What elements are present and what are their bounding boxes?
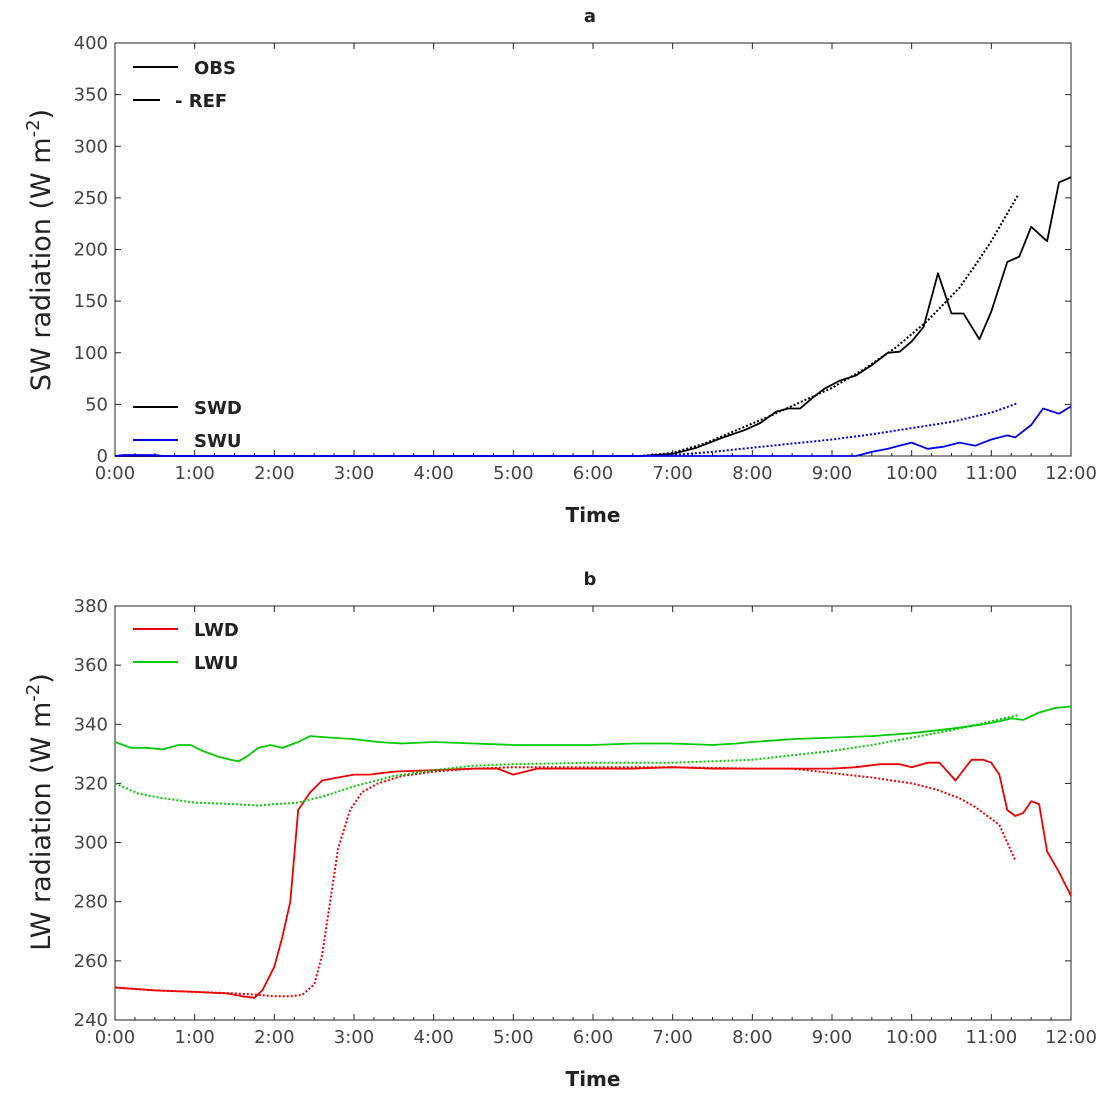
y-tick-label: 380 [74, 596, 108, 617]
x-tick-label: 1:00 [174, 463, 214, 484]
x-tick-label: 8:00 [732, 463, 772, 484]
panel-b-y-axis-label: LW radiation (W m-2) [23, 673, 57, 951]
panel-b-title: b [584, 569, 597, 590]
panel-a-plot-frame [114, 42, 1072, 457]
x-tick-label: 8:00 [732, 1027, 772, 1048]
panel-a-y-label-sup: -2 [23, 119, 44, 137]
x-tick-label: 5:00 [493, 1027, 533, 1048]
panel-a-x-axis-label: Time [566, 503, 621, 527]
legend-ref-label: - REF [175, 91, 227, 112]
panel-a-legend-series: SWD SWU [133, 398, 242, 452]
panel-b-y-label-close: ) [26, 673, 57, 684]
y-tick-label: 360 [74, 655, 108, 676]
x-tick-label: 10:00 [886, 1027, 938, 1048]
y-tick-label: 320 [74, 773, 108, 794]
panel-b-y-ticks: 240 260 280 300 320 340 360 380 [74, 596, 1071, 1031]
x-tick-label: 6:00 [573, 1027, 613, 1048]
x-tick-label: 3:00 [334, 1027, 374, 1048]
panel-b-chart: b 240 260 280 300 320 340 360 380 0:00 1:00 2:00 3… [23, 569, 1097, 1091]
y-tick-label: 250 [74, 188, 108, 209]
x-tick-label: 1:00 [174, 1027, 214, 1048]
x-tick-label: 12:00 [1045, 463, 1097, 484]
series-line-swd-ref [115, 195, 1019, 457]
y-tick-label: 300 [74, 136, 108, 157]
series-line-swu-obs [114, 405, 1072, 457]
series-line-lwu-ref [114, 714, 1018, 807]
y-tick-label: 340 [74, 714, 108, 735]
panel-b-x-axis-label: Time [566, 1067, 621, 1091]
y-tick-label: 200 [74, 240, 108, 261]
series-line-lwd-ref [114, 766, 1017, 998]
series-line-lwd-obs [114, 758, 1072, 999]
panel-a-x-ticks: 0:00 1:00 2:00 3:00 4:00 5:00 6:00 7:00 8:00 9:00… [95, 43, 1097, 484]
x-tick-label: 10:00 [886, 463, 938, 484]
panel-b-y-label-sup: -2 [23, 684, 44, 702]
legend-swu-label: SWU [194, 431, 241, 452]
panel-a-title: a [584, 6, 596, 27]
series-line-swu-ref [115, 402, 1018, 457]
panel-b-x-ticks: 0:00 1:00 2:00 3:00 4:00 5:00 6:00 7:00 8:00 9:00… [95, 606, 1097, 1048]
x-tick-label: 11:00 [965, 463, 1017, 484]
x-tick-label: 9:00 [812, 1027, 852, 1048]
panel-a-y-ticks: 0 50 100 150 200 250 300 350 400 [74, 33, 1071, 467]
y-tick-label: 50 [85, 394, 108, 415]
x-tick-label: 5:00 [493, 463, 533, 484]
x-tick-label: 7:00 [652, 1027, 692, 1048]
series-line-lwu-obs [114, 705, 1072, 763]
x-tick-label: 7:00 [652, 463, 692, 484]
x-tick-label: 2:00 [254, 463, 294, 484]
panel-b-series [114, 705, 1072, 999]
y-tick-label: 280 [74, 892, 108, 913]
x-tick-label: 4:00 [413, 1027, 453, 1048]
y-tick-label: 150 [74, 291, 108, 312]
legend-obs-label: OBS [194, 58, 236, 79]
x-tick-label: 0:00 [95, 463, 135, 484]
legend-lwd-label: LWD [194, 620, 239, 641]
y-tick-label: 0 [97, 446, 108, 467]
panel-b-y-label-main: LW radiation (W m [26, 702, 57, 951]
panel-a-series [114, 176, 1072, 457]
panel-a-chart: a 0 50 100 150 200 250 300 350 400 0:00 1:00 2:00 3… [23, 6, 1097, 527]
x-tick-label: 0:00 [95, 1027, 135, 1048]
y-tick-label: 350 [74, 85, 108, 106]
y-tick-label: 240 [74, 1010, 108, 1031]
panel-a-y-label-main: SW radiation (W m [26, 137, 57, 391]
y-tick-label: 300 [74, 833, 108, 854]
panel-a-y-axis-label: SW radiation (W m-2) [23, 109, 57, 391]
legend-swd-label: SWD [194, 398, 242, 419]
panel-b-plot-frame [114, 605, 1072, 1021]
y-tick-label: 100 [74, 343, 108, 364]
x-tick-label: 9:00 [812, 463, 852, 484]
x-tick-label: 11:00 [965, 1027, 1017, 1048]
x-tick-label: 3:00 [334, 463, 374, 484]
x-tick-label: 6:00 [573, 463, 613, 484]
panel-b-legend-series: LWD LWU [133, 620, 239, 674]
y-tick-label: 400 [74, 33, 108, 54]
x-tick-label: 12:00 [1045, 1027, 1097, 1048]
x-tick-label: 4:00 [413, 463, 453, 484]
panel-a-y-label-close: ) [26, 109, 57, 120]
series-line-swd-obs [115, 176, 1072, 457]
panel-a-legend-style: OBS - REF [133, 58, 236, 112]
y-tick-label: 260 [74, 951, 108, 972]
legend-lwu-label: LWU [194, 653, 239, 674]
x-tick-label: 2:00 [254, 1027, 294, 1048]
